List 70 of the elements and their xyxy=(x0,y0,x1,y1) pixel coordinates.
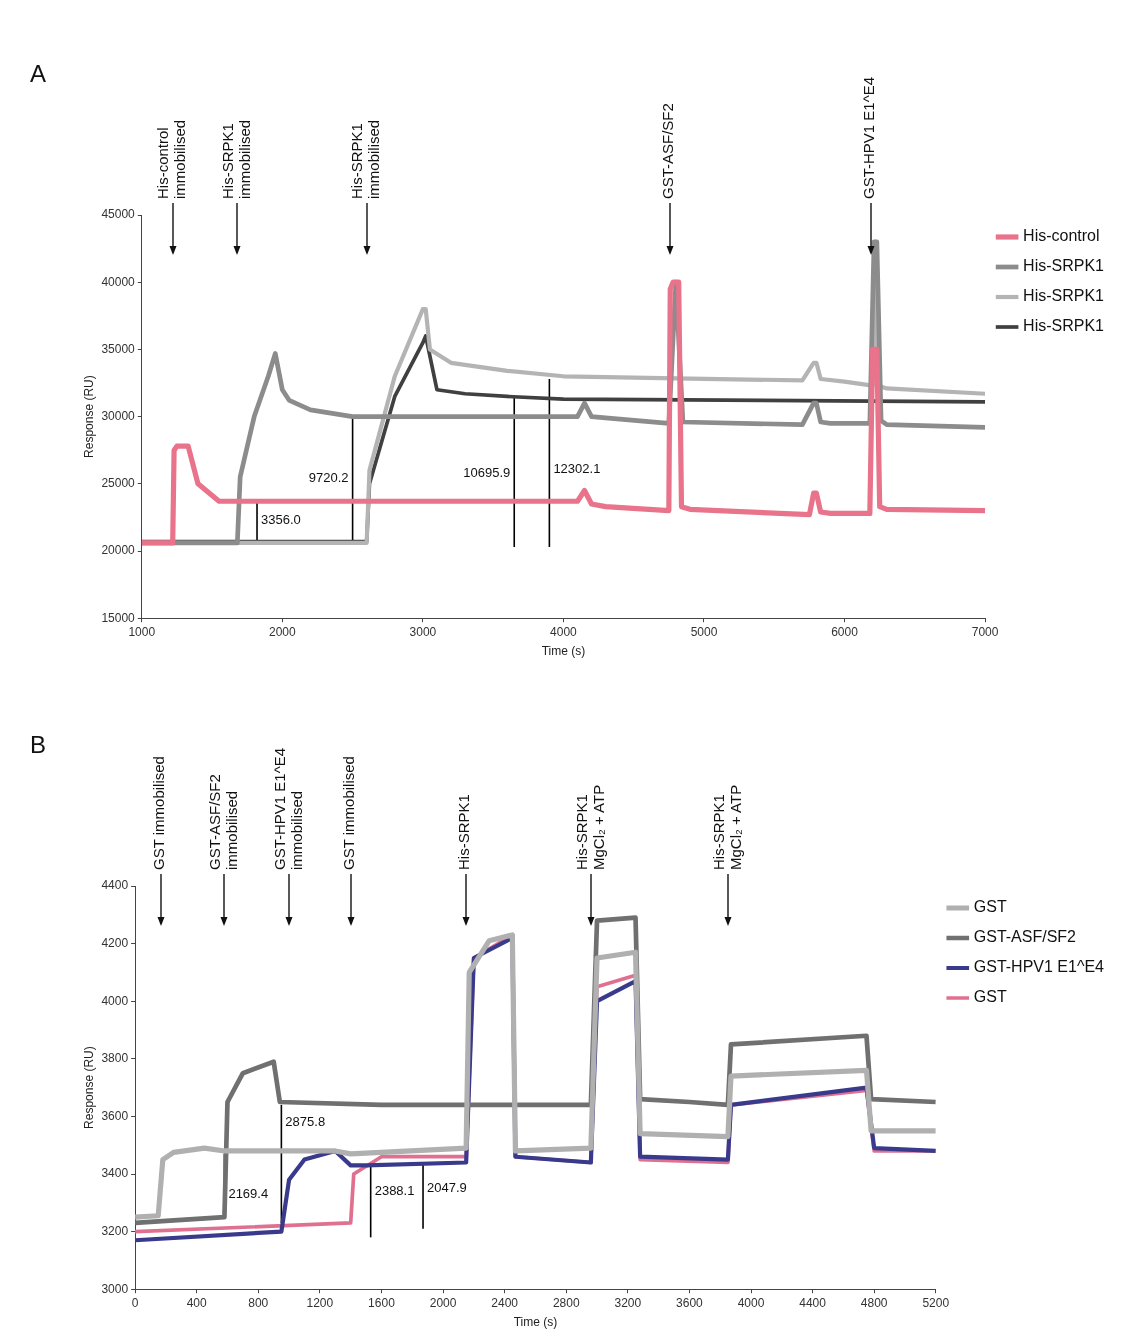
x-tick-label: 1200 xyxy=(306,1295,334,1310)
legend-label: GST-ASF/SF2 xyxy=(973,928,1077,946)
x-tick-label: 5200 xyxy=(922,1295,950,1310)
chart-title: B xyxy=(30,731,47,759)
y-tick-label: 4400 xyxy=(101,878,129,893)
x-tick-label: 800 xyxy=(248,1295,269,1310)
y-axis-title: Response (RU) xyxy=(81,375,96,458)
x-tick-label: 2400 xyxy=(491,1295,519,1310)
chart-title: A xyxy=(30,60,47,88)
x-tick-label: 2000 xyxy=(429,1295,457,1310)
annotation: His-SRPK1 MgCl₂ + ATP xyxy=(572,784,607,870)
annotation: 2388.1 xyxy=(374,1182,415,1198)
x-tick-label: 4800 xyxy=(860,1295,888,1310)
annotation: 2047.9 xyxy=(427,1179,467,1195)
x-axis-title: Time (s) xyxy=(513,1315,558,1330)
annotation: 2169.4 xyxy=(228,1185,269,1201)
annotation: His-SRPK1 immobilised xyxy=(218,119,253,199)
y-tick-label: 30000 xyxy=(101,408,136,423)
annotation: 2875.8 xyxy=(285,1113,326,1129)
y-tick-label: 4200 xyxy=(101,935,129,950)
x-tick-label: 2800 xyxy=(552,1295,580,1310)
annotation: GST immobilised xyxy=(339,756,357,870)
x-tick-label: 4000 xyxy=(550,624,578,639)
y-tick-label: 15000 xyxy=(101,610,136,625)
x-tick-label: 3000 xyxy=(409,624,437,639)
x-tick-label: 0 xyxy=(131,1295,139,1310)
x-tick-label: 400 xyxy=(186,1295,208,1310)
y-axis-title: Response (RU) xyxy=(81,1046,96,1129)
annotation: GST-ASF/SF2 xyxy=(659,103,677,199)
y-tick-label: 40000 xyxy=(101,274,136,289)
x-tick-label: 1000 xyxy=(128,624,156,639)
y-tick-label: 3400 xyxy=(101,1166,129,1181)
annotation: 9720.2 xyxy=(308,470,349,485)
annotation: His-SRPK1 MgCl₂ + ATP xyxy=(709,784,744,870)
x-tick-label: 4000 xyxy=(737,1295,765,1310)
annotation: GST immobilised xyxy=(150,756,168,870)
annotation: GST-ASF/SF2 immobilised xyxy=(206,774,241,870)
legend-label: GST-HPV1 E1^E4 xyxy=(973,958,1105,976)
annotation: His-control immobilised xyxy=(154,119,189,199)
annotation: GST-HPV1 E1^E4 immobilised xyxy=(270,747,305,870)
legend-label: His-SRPK1 xyxy=(1023,317,1105,335)
annotation: His-SRPK1 immobilised xyxy=(348,119,383,199)
annotation: His-SRPK1 xyxy=(455,794,473,870)
legend-label: GST xyxy=(973,988,1007,1006)
legend-label: GST xyxy=(973,898,1007,916)
y-tick-label: 3600 xyxy=(101,1108,129,1123)
x-tick-label: 2000 xyxy=(268,624,296,639)
annotation: GST-HPV1 E1^E4 xyxy=(860,76,878,199)
x-axis-title: Time (s) xyxy=(541,644,586,659)
y-tick-label: 45000 xyxy=(101,207,136,222)
y-tick-label: 3800 xyxy=(101,1051,129,1066)
legend-label: His-SRPK1 xyxy=(1023,257,1105,275)
y-tick-label: 25000 xyxy=(101,476,136,491)
y-tick-label: 3000 xyxy=(101,1281,129,1296)
y-tick-label: 20000 xyxy=(101,543,136,558)
x-tick-label: 1600 xyxy=(368,1295,396,1310)
legend-label: His-control xyxy=(1023,227,1100,245)
x-tick-label: 5000 xyxy=(690,624,718,639)
y-tick-label: 3200 xyxy=(101,1223,129,1238)
y-tick-label: 4000 xyxy=(101,993,129,1008)
annotation: 10695.9 xyxy=(463,464,511,480)
y-tick-label: 35000 xyxy=(101,341,136,356)
x-tick-label: 4400 xyxy=(799,1295,827,1310)
annotation: 3356.0 xyxy=(261,511,301,527)
annotation: 12302.1 xyxy=(553,460,601,476)
legend-label: His-SRPK1 xyxy=(1023,287,1105,305)
x-tick-label: 3600 xyxy=(676,1295,704,1310)
x-tick-label: 3200 xyxy=(614,1295,642,1310)
x-tick-label: 7000 xyxy=(971,624,999,639)
x-tick-label: 6000 xyxy=(831,624,859,639)
